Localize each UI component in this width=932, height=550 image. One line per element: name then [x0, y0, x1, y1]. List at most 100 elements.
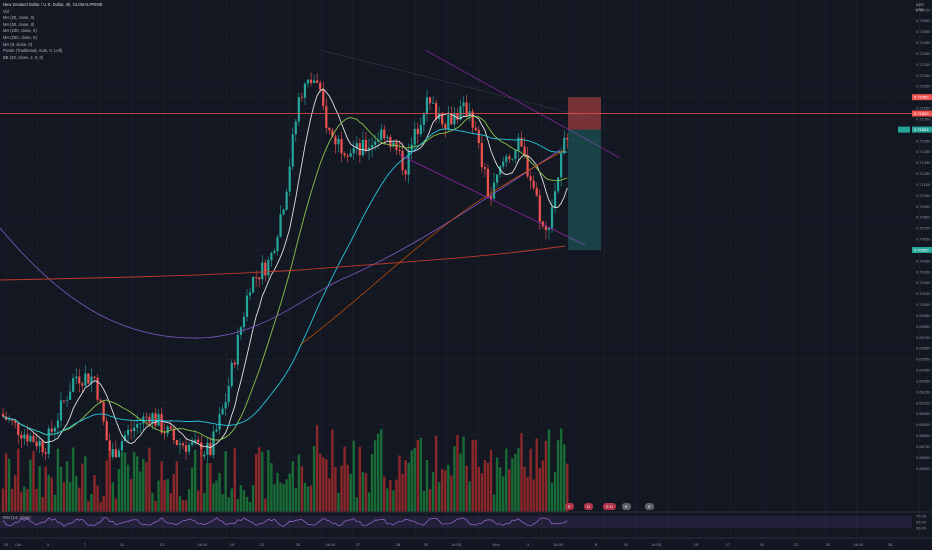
price-tick: 0.71850	[916, 106, 931, 111]
candle-body	[367, 147, 371, 151]
candle-body	[352, 148, 355, 154]
price-tick: 0.69850	[916, 324, 931, 329]
volume-bar	[102, 496, 105, 512]
volume-bar	[178, 496, 182, 512]
candle-body	[47, 428, 50, 454]
resistance-tag	[912, 110, 932, 117]
currency-badge: NZD USD	[916, 2, 924, 12]
volume-bar	[358, 446, 362, 512]
candle-body	[325, 106, 328, 128]
volume-bar	[93, 475, 96, 512]
time-tick: 25	[296, 542, 301, 547]
volume-bar	[230, 488, 233, 512]
volume-bar	[221, 494, 224, 512]
candle-body	[123, 435, 127, 442]
volume-bar	[553, 471, 557, 512]
event-badge-2[interactable]: E D	[603, 503, 616, 510]
candle-body	[563, 137, 566, 153]
candle-body	[35, 441, 38, 447]
volume-bar	[370, 453, 374, 512]
current-price-flag	[898, 126, 910, 133]
rsi-tick: 50.00	[916, 520, 927, 525]
time-tick: 5	[47, 542, 50, 547]
candle-body	[322, 89, 325, 107]
volume-bar	[502, 476, 505, 512]
candle-body	[413, 128, 416, 145]
volume-bar	[517, 448, 520, 512]
currency-quote: USD	[915, 7, 924, 12]
time-tick: 15	[694, 542, 699, 547]
volume-bar	[26, 489, 29, 512]
volume-bar	[7, 459, 11, 512]
candle-body	[184, 445, 188, 452]
volume-bar	[288, 473, 291, 512]
candle-body	[532, 180, 535, 188]
candle-body	[14, 420, 17, 423]
volume-bar	[175, 461, 179, 512]
candle-body	[203, 454, 206, 457]
event-badge-0[interactable]: E	[565, 503, 574, 510]
candle-body	[297, 97, 300, 122]
price-tick: 0.69550	[916, 357, 931, 362]
volume-bar	[181, 500, 185, 512]
chart-legend: New Zealand Dollar / U.S. Dollar, 4h, GL…	[3, 2, 103, 61]
candle-body	[294, 121, 297, 135]
volume-bar	[346, 464, 349, 512]
price-tick: 0.72550	[916, 29, 931, 34]
time-tick: 19	[760, 542, 765, 547]
legend-line-3: MA (200, close, 0)	[3, 34, 37, 40]
legend-line-4: MA (9, close, 0)	[3, 41, 33, 47]
volume-bar	[486, 462, 490, 512]
candle-body	[486, 168, 490, 197]
price-tick: 0.69250	[916, 389, 931, 394]
time-tick: 15:00	[553, 542, 564, 547]
event-badge-4[interactable]: E	[645, 503, 654, 510]
volume-bar	[322, 457, 325, 512]
price-tick: 0.68550	[916, 466, 931, 471]
candle-body	[444, 124, 447, 129]
candle-body	[20, 435, 23, 439]
volume-bar	[126, 464, 130, 512]
volume-bar	[364, 473, 368, 512]
volume-bar	[200, 448, 203, 512]
volume-bar	[203, 493, 206, 512]
stop-tag-text: 0.71950	[914, 95, 929, 100]
candle-body	[334, 136, 337, 145]
volume-bar	[154, 500, 157, 512]
candle-body	[285, 191, 288, 210]
volume-bar	[431, 472, 435, 512]
candle-body	[197, 439, 200, 443]
candle-body	[175, 440, 178, 445]
candle-body	[44, 452, 47, 454]
event-badge-1[interactable]: D	[584, 503, 593, 510]
candle-body	[29, 436, 32, 442]
candle-body	[96, 377, 99, 400]
candle-body	[462, 102, 465, 107]
candle-body	[191, 441, 194, 445]
candle-body	[435, 102, 438, 120]
candle-body	[392, 142, 395, 147]
event-badge-3[interactable]: E	[622, 503, 631, 510]
volume-bar	[59, 466, 63, 512]
volume-bar	[218, 473, 221, 512]
candle-body	[520, 137, 523, 147]
candle-body	[206, 442, 209, 455]
volume-bar	[352, 440, 355, 512]
volume-bar	[254, 453, 258, 512]
candle-body	[300, 97, 303, 99]
price-tick: 0.68750	[916, 444, 931, 449]
price-tick: 0.69150	[916, 400, 931, 405]
volume-bar	[309, 485, 313, 512]
candle-body	[139, 423, 142, 425]
volume-bar	[380, 428, 383, 512]
candle-body	[496, 174, 499, 183]
volume-bar	[111, 482, 114, 512]
candle-body	[169, 426, 172, 429]
candle-body	[416, 128, 419, 135]
volume-bar	[236, 499, 240, 512]
candle-body	[343, 153, 346, 156]
candle-body	[53, 427, 56, 432]
candle-body	[431, 102, 435, 104]
